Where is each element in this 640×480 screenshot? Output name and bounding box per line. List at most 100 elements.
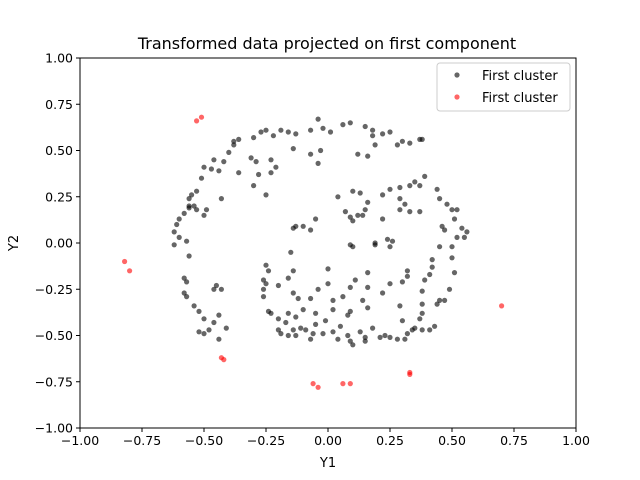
data-point-0-183	[330, 297, 336, 303]
data-point-0-99	[382, 332, 388, 339]
data-point-0-46	[201, 316, 207, 322]
data-point-0-139	[439, 223, 445, 229]
data-point-0-124	[449, 244, 455, 250]
legend-marker-black	[454, 72, 460, 78]
data-point-0-148	[419, 310, 425, 316]
data-point-0-218	[290, 225, 296, 231]
data-point-0-186	[325, 266, 331, 272]
data-point-0-94	[345, 332, 351, 339]
data-point-0-144	[427, 271, 433, 278]
data-point-0-121	[446, 286, 453, 292]
data-point-0-65	[236, 170, 242, 176]
data-point-0-174	[384, 236, 391, 242]
data-point-0-141	[437, 244, 443, 250]
data-point-0-28	[198, 175, 205, 181]
data-point-1-8	[340, 381, 346, 387]
data-point-0-38	[171, 242, 177, 248]
data-point-0-53	[213, 282, 219, 289]
data-point-0-39	[186, 253, 192, 259]
data-point-0-216	[288, 249, 294, 255]
data-point-0-41	[184, 279, 190, 285]
data-point-0-213	[372, 142, 378, 148]
data-point-0-98	[370, 325, 376, 331]
series-1	[122, 114, 505, 390]
data-point-0-119	[434, 301, 440, 307]
x-axis-label: Y1	[319, 456, 336, 471]
data-point-0-180	[365, 270, 371, 276]
data-point-1-1	[198, 114, 205, 120]
y-tick-label: 0.25	[45, 189, 73, 204]
data-point-0-177	[404, 268, 410, 274]
data-point-1-2	[122, 258, 128, 265]
data-point-0-100	[394, 336, 400, 342]
data-point-0-118	[437, 297, 443, 303]
data-point-0-10	[327, 129, 334, 135]
data-point-0-126	[459, 225, 465, 231]
data-point-0-150	[409, 327, 415, 333]
data-point-0-162	[335, 194, 341, 200]
data-point-0-69	[273, 164, 279, 170]
data-point-0-79	[260, 286, 267, 292]
data-point-0-30	[189, 192, 195, 198]
data-point-0-142	[429, 257, 435, 263]
data-point-0-50	[211, 319, 217, 326]
data-point-0-169	[417, 209, 423, 215]
data-point-0-26	[208, 166, 214, 172]
data-point-0-64	[218, 196, 224, 202]
data-point-0-219	[300, 223, 306, 229]
data-point-0-54	[218, 286, 224, 292]
data-point-0-7	[308, 127, 314, 133]
data-point-0-14	[370, 127, 376, 133]
data-point-0-184	[330, 307, 336, 313]
data-point-0-92	[330, 329, 336, 335]
data-point-0-153	[380, 192, 386, 198]
x-tick-label: 0.50	[438, 433, 466, 448]
data-point-0-214	[394, 142, 400, 148]
data-point-0-116	[427, 327, 433, 333]
data-point-0-68	[268, 157, 274, 163]
data-point-0-35	[171, 229, 177, 235]
data-point-0-132	[422, 173, 428, 179]
data-point-0-201	[399, 318, 405, 324]
series-0	[171, 116, 470, 348]
data-point-0-138	[451, 216, 458, 222]
y-tick-label: 0.75	[45, 97, 73, 112]
data-point-0-8	[315, 116, 321, 122]
data-point-0-143	[429, 264, 435, 270]
data-point-0-125	[454, 234, 460, 240]
data-point-0-176	[389, 238, 396, 244]
data-point-0-57	[186, 196, 192, 202]
data-point-0-13	[362, 123, 368, 130]
data-point-0-33	[176, 216, 182, 222]
data-point-0-55	[223, 325, 229, 331]
data-point-0-155	[397, 184, 403, 191]
data-point-0-198	[380, 290, 386, 296]
data-point-0-191	[290, 290, 296, 296]
data-point-0-108	[308, 336, 314, 342]
data-point-1-7	[315, 384, 321, 390]
legend-marker-red	[454, 94, 460, 100]
data-point-0-140	[442, 227, 448, 233]
x-tick-label: 0.00	[314, 433, 342, 448]
data-point-0-166	[397, 207, 403, 213]
data-point-0-221	[313, 216, 319, 222]
data-point-0-11	[340, 122, 346, 128]
data-point-0-51	[216, 312, 222, 318]
data-point-0-149	[417, 316, 423, 322]
data-point-0-146	[419, 288, 425, 294]
data-point-0-158	[362, 207, 368, 213]
data-point-0-23	[226, 149, 232, 155]
data-point-0-40	[181, 275, 187, 281]
points-layer	[122, 114, 505, 390]
data-point-0-101	[404, 331, 410, 337]
data-point-0-192	[300, 307, 306, 313]
data-point-0-117	[432, 323, 438, 329]
data-point-0-128	[461, 234, 467, 240]
data-point-1-12	[499, 303, 505, 309]
x-tick-label: 0.25	[376, 433, 404, 448]
data-point-0-4	[278, 127, 284, 133]
data-point-0-76	[265, 268, 272, 274]
data-point-0-212	[355, 151, 361, 157]
data-point-0-185	[322, 318, 329, 324]
data-point-0-2	[263, 127, 269, 133]
